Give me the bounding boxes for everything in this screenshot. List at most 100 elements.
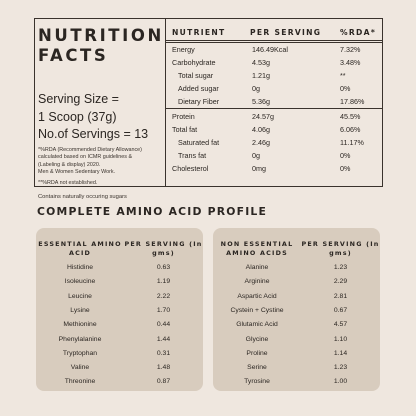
amino-name: Alanine [245, 264, 269, 271]
amino-value: 1.48 [156, 364, 171, 372]
nutrient-rda: 0% [340, 151, 351, 160]
rda-note: *%RDA (Recommended Dietary Allowance) ca… [38, 147, 164, 177]
rda-note-line: calculated based on ICMR guidelines & [38, 154, 133, 161]
amino-row: Glutamic Acid 4.57 [213, 318, 380, 332]
amino-value: 0.63 [156, 264, 171, 271]
amino-value: 1.19 [156, 278, 171, 286]
amino-name: Serine [247, 364, 267, 372]
nutrient-row: Cholesterol 0mg 0% [166, 162, 382, 175]
nutrient-rda: 0% [340, 164, 351, 173]
non-essential-header-value: PER SERVING (In gms) [301, 240, 380, 257]
amino-value: 1.23 [333, 364, 348, 372]
nutrient-value: 0mg [252, 164, 266, 173]
amino-value: 1.23 [333, 264, 348, 271]
amino-name: Arginine [244, 278, 270, 286]
row-separator [166, 107, 382, 109]
amino-row: Proline 1.14 [213, 347, 380, 361]
nutrient-row: Added sugar 0g 0% [166, 82, 382, 95]
nutrient-value: 2.46g [252, 138, 270, 147]
amino-value: 0.87 [156, 378, 171, 386]
non-essential-amino-panel: NON ESSENTIAL AMINO ACIDS PER SERVING (I… [213, 228, 380, 391]
nutrient-row: Total fat 4.06g 6.06% [166, 123, 382, 136]
amino-value: 1.70 [156, 306, 171, 314]
amino-name: Cystein + Cystine [230, 306, 284, 314]
title-line-1: NUTRITION [38, 26, 164, 45]
nutrient-value: 4.53g [252, 58, 270, 67]
amino-name: Phenylalanine [58, 335, 102, 343]
contains-note: Contains naturally occuring sugars [38, 194, 127, 200]
nutrition-facts-panel: NUTRITION FACTS Serving Size = 1 Scoop (… [34, 18, 383, 200]
nutrient-rda: 17.86% [340, 97, 365, 106]
amino-row: Threonine 0.87 [36, 375, 203, 389]
essential-header-value: PER SERVING (In gms) [124, 240, 203, 257]
amino-name: Leucine [68, 292, 92, 300]
amino-row: Arginine 2.29 [213, 275, 380, 289]
amino-name: Tyrosine [244, 378, 270, 386]
amino-row: Histidine 0.63 [36, 261, 203, 275]
serving-size-value: 1 Scoop (37g) [38, 110, 117, 124]
amino-row: Tryptophan 0.31 [36, 347, 203, 361]
amino-row: Tyrosine 1.00 [213, 375, 380, 389]
amino-row: Glycine 1.10 [213, 333, 380, 347]
amino-row: Alanine 1.23 [213, 261, 380, 275]
nutrient-row: Total sugar 1.21g ** [166, 69, 382, 82]
column-divider [165, 19, 166, 186]
row-separator [166, 42, 382, 43]
servings-count: No.of Servings = 13 [38, 127, 149, 141]
amino-value: 1.44 [156, 335, 171, 343]
amino-name: Tryptophan [62, 349, 98, 357]
amino-value: 0.44 [156, 321, 171, 329]
header-per-serving: PER SERVING [250, 28, 322, 37]
header-nutrient: NUTRIENT [172, 28, 226, 37]
nutrient-value: 146.49Kcal [252, 45, 288, 54]
nutrient-value: 24.57g [252, 112, 274, 121]
nutrient-rda: 0% [340, 84, 351, 93]
amino-name: Threonine [64, 378, 96, 386]
amino-row: Leucine 2.22 [36, 290, 203, 304]
rda-na-note: **%RDA not established. [38, 180, 98, 186]
amino-value: 1.14 [333, 349, 348, 357]
serving-size: Serving Size = 1 Scoop (37g) [38, 90, 119, 126]
nutrient-value: 4.06g [252, 125, 270, 134]
amino-name: Valine [70, 364, 90, 372]
essential-amino-panel: ESSENTIAL AMINO ACID PER SERVING (In gms… [36, 228, 203, 391]
nutrient-name: Saturated fat [178, 138, 220, 147]
amino-row: Cystein + Cystine 0.67 [213, 304, 380, 318]
amino-name: Isoleucine [64, 278, 96, 286]
nutrient-rda: 45.5% [340, 112, 361, 121]
nutrient-row: Energy 146.49Kcal 7.32% [166, 43, 382, 56]
nutrient-name: Trans fat [178, 151, 207, 160]
amino-name: Glycine [245, 335, 269, 343]
nutrient-row: Saturated fat 2.46g 11.17% [166, 136, 382, 149]
nutrient-rda: 3.48% [340, 58, 361, 67]
nutrient-name: Added sugar [178, 84, 219, 93]
amino-value: 2.29 [333, 278, 348, 286]
nutrient-name: Total sugar [178, 71, 214, 80]
nutrient-name: Dietary Fiber [178, 97, 220, 106]
nutrition-title: NUTRITION FACTS [38, 26, 163, 66]
serving-size-label: Serving Size = [38, 92, 119, 106]
nutrient-name: Energy [172, 45, 195, 54]
nutrient-rda: ** [340, 71, 346, 80]
non-essential-header-name: NON ESSENTIAL AMINO ACIDS [220, 240, 294, 257]
rda-note-line: *%RDA (Recommended Dietary Allowance) [38, 147, 142, 153]
nutrient-name: Carbohydrate [172, 58, 216, 67]
amino-row: Serine 1.23 [213, 361, 380, 375]
nutrient-row: Carbohydrate 4.53g 3.48% [166, 56, 382, 69]
nutrient-name: Total fat [172, 125, 198, 134]
nutrient-value: 1.21g [252, 71, 270, 80]
nutrient-rda: 7.32% [340, 45, 361, 54]
amino-name: Methionine [63, 321, 97, 329]
nutrition-summary: NUTRITION FACTS Serving Size = 1 Scoop (… [35, 19, 165, 200]
amino-name: Glutamic Acid [236, 321, 278, 329]
amino-section-title: COMPLETE AMINO ACID PROFILE [37, 205, 268, 218]
amino-value: 4.57 [333, 321, 348, 329]
amino-value: 1.10 [333, 335, 348, 343]
nutrient-name: Cholesterol [172, 164, 209, 173]
amino-row: Lysine 1.70 [36, 304, 203, 318]
rda-note-line: (Labeling & display) 2020. [38, 161, 101, 168]
nutrient-value: 0g [252, 84, 260, 93]
nutrient-table: NUTRIENT PER SERVING %RDA* Energy 146.49K… [166, 19, 382, 186]
nutrient-rda: 11.17% [340, 138, 364, 147]
amino-row: Aspartic Acid 2.81 [213, 290, 380, 304]
